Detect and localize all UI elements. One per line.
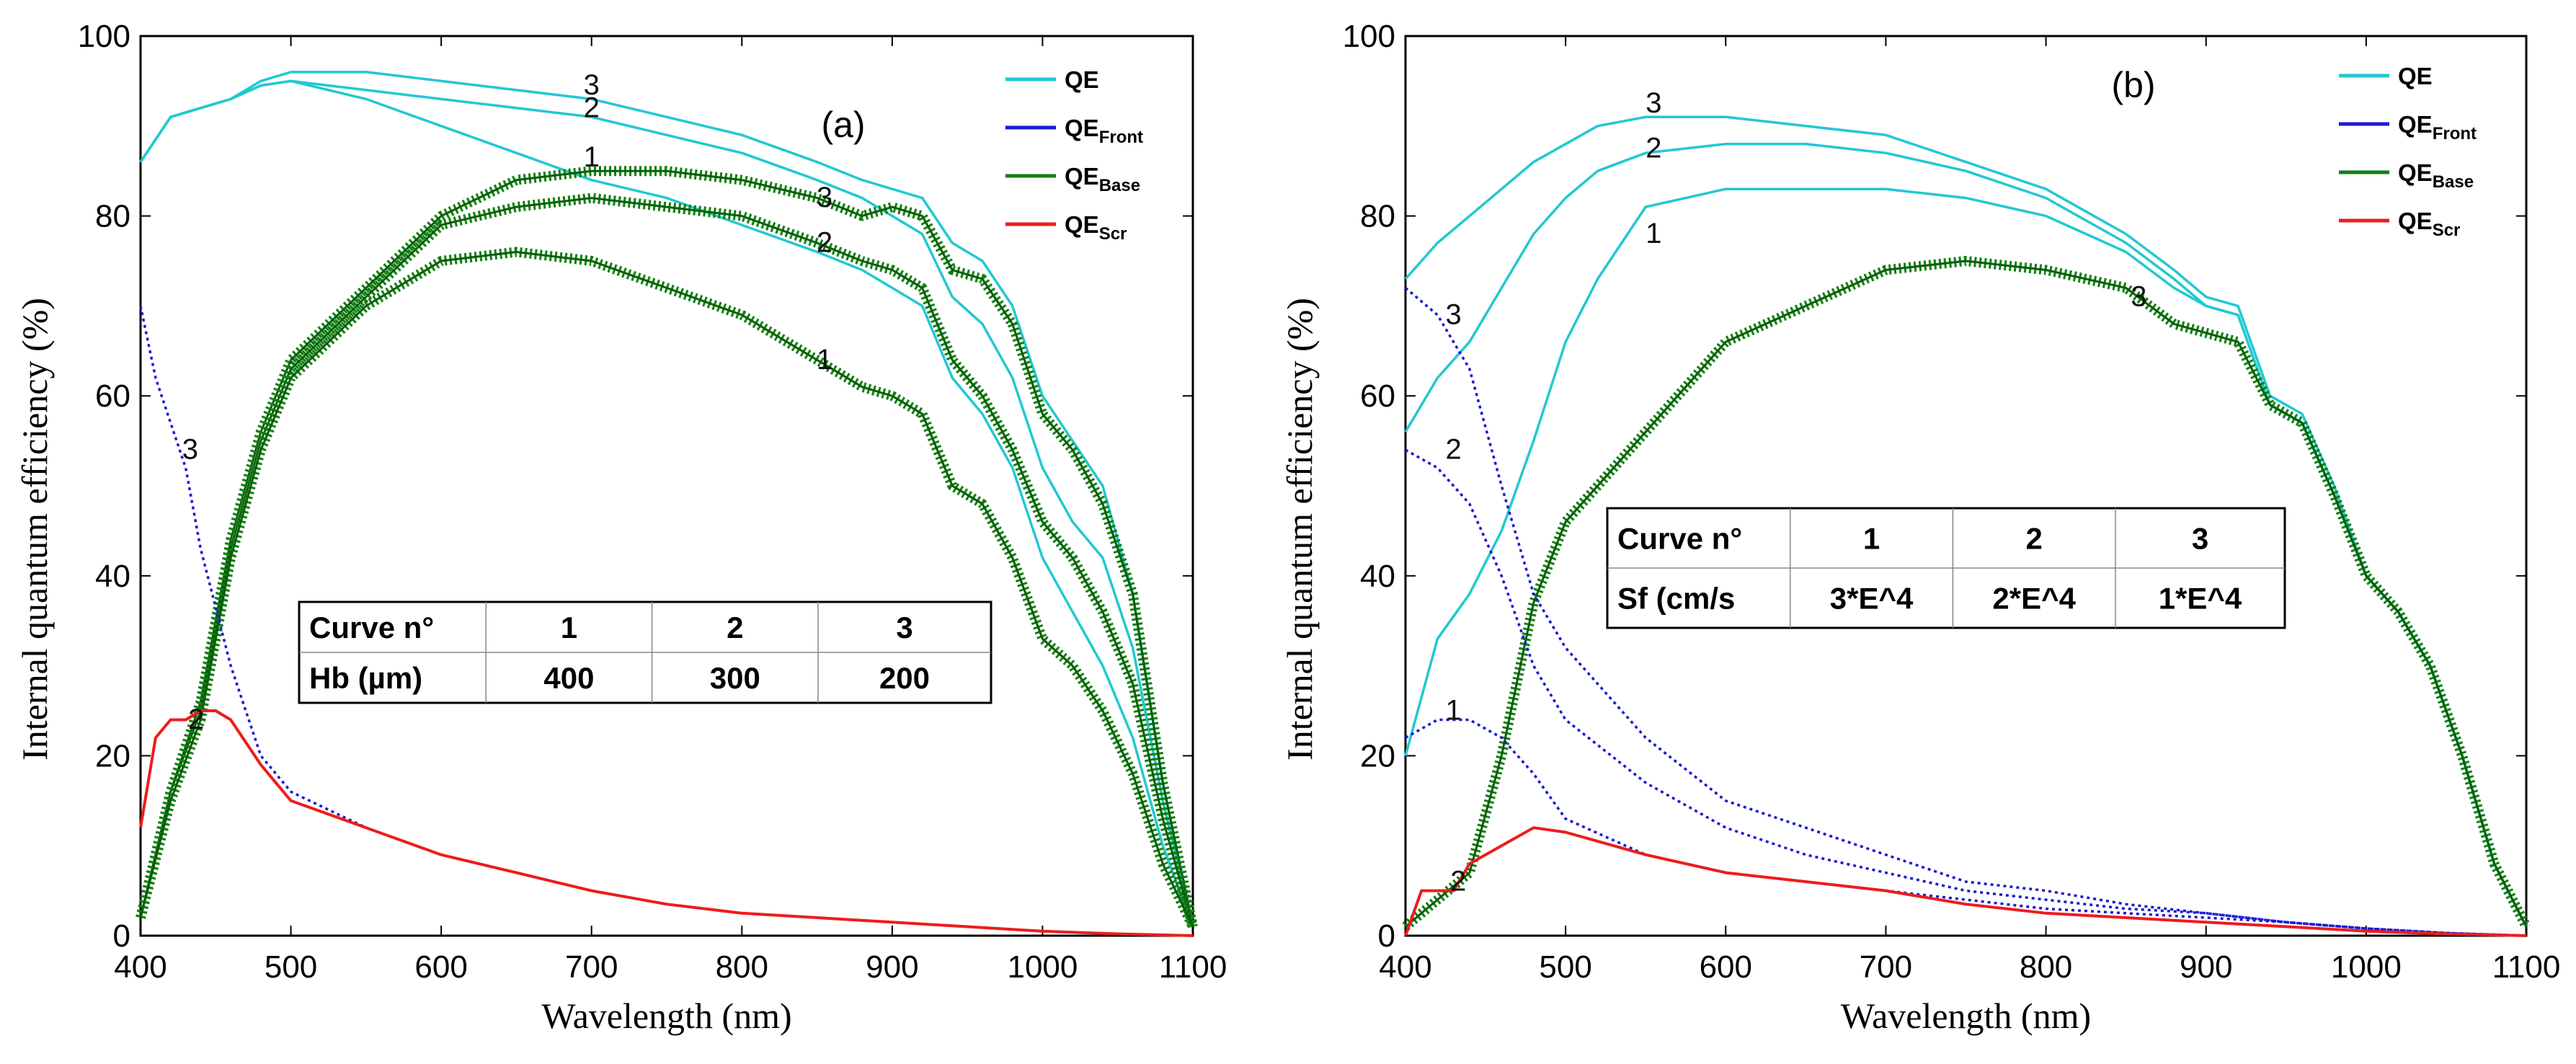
curve-number-label: 1 xyxy=(1446,694,1462,726)
curve-number-label: 2 xyxy=(1645,132,1661,164)
curve-number-label: 1 xyxy=(817,344,832,376)
table-cell: 2 xyxy=(727,611,743,644)
y-tick-label: 60 xyxy=(1360,378,1395,414)
curve-number-label: 1 xyxy=(584,141,600,173)
table-cell: 2 xyxy=(2026,522,2043,556)
x-axis-label: Wavelength (nm) xyxy=(1841,996,2091,1036)
x-tick-label: 400 xyxy=(1379,949,1431,985)
x-tick-label: 500 xyxy=(1539,949,1591,985)
curve-number-label: 3 xyxy=(584,69,600,101)
legend-entry: QEFront xyxy=(1065,115,1143,147)
series-group: 3 2 1 3 3 2 1 2 xyxy=(1402,87,2531,937)
y-tick-label: 40 xyxy=(1360,559,1395,594)
table-cell: 400 xyxy=(543,661,594,695)
curve-number-label: 3 xyxy=(2131,280,2146,312)
series-line xyxy=(139,71,1194,927)
y-tick-label: 0 xyxy=(1378,918,1395,954)
y-tick-label: 40 xyxy=(95,559,130,594)
x-tick-label: 900 xyxy=(2180,949,2232,985)
table-cell: 200 xyxy=(879,661,930,695)
x-tick-label: 800 xyxy=(716,949,768,985)
y-tick-label: 100 xyxy=(1343,19,1395,54)
legend-entry: QEFront xyxy=(2398,111,2477,143)
table-cell: 300 xyxy=(710,661,760,695)
x-tick-label: 600 xyxy=(1700,949,1752,985)
curve-number-label: 3 xyxy=(817,182,832,213)
x-tick-label: 700 xyxy=(1860,949,1912,985)
y-tick-label: 80 xyxy=(1360,199,1395,234)
x-tick-label: 500 xyxy=(265,949,317,985)
x-axis-label: Wavelength (nm) xyxy=(541,996,791,1036)
curve-number-label: 3 xyxy=(1446,298,1462,330)
x-tick-label: 700 xyxy=(565,949,618,985)
y-tick-label: 100 xyxy=(78,19,130,54)
curve-number-label: 2 xyxy=(188,704,204,735)
legend: QE QEFront QEBase QEScr xyxy=(1005,66,1143,244)
parameter-table: Curve n° 1 2 3 Sf (cm/s 3*E^4 2*E^4 1*E^4 xyxy=(1606,507,2286,629)
table-cell: Curve n° xyxy=(1617,522,1742,556)
panel-label: (a) xyxy=(821,105,865,145)
series-line xyxy=(1405,448,2527,937)
y-tick-label: 20 xyxy=(95,738,130,773)
table-cell: 3*E^4 xyxy=(1830,582,1914,616)
chart-panel-a: 400 500 600 700 800 900 1000 1100 0 20 40 60 80 100 Wa… xyxy=(14,19,1227,1036)
table-cell: Curve n° xyxy=(309,611,434,644)
table-cell: 3 xyxy=(2192,522,2208,556)
y-axis-label: Internal quantum efficiency (%) xyxy=(14,298,55,761)
x-tick-label: 1100 xyxy=(2492,949,2561,985)
table-cell: 1 xyxy=(561,611,577,644)
table-cell: Sf (cm/s xyxy=(1617,582,1735,616)
table-cell: Hb (µm) xyxy=(309,661,422,695)
x-tick-label: 900 xyxy=(866,949,918,985)
legend: QE QEFront QEBase QEScr xyxy=(2339,63,2477,240)
legend-entry: QEBase xyxy=(2398,159,2474,192)
curve-number-label: 2 xyxy=(1450,866,1466,897)
table-cell: 1 xyxy=(1863,522,1880,556)
curve-number-label: 1 xyxy=(1645,218,1661,249)
curve-number-label: 2 xyxy=(1446,434,1462,466)
legend-entry: QEBase xyxy=(1065,163,1140,195)
y-tick-label: 60 xyxy=(95,378,130,414)
table-cell: 3 xyxy=(896,611,912,644)
series-line-core xyxy=(139,197,1194,927)
series-line-core xyxy=(1405,260,2528,928)
curve-number-label: 3 xyxy=(182,434,198,466)
x-tick-label: 1100 xyxy=(1159,949,1227,985)
parameter-table: Curve n° 1 2 3 Hb (µm) 400 300 200 xyxy=(298,600,992,704)
y-axis-label: Internal quantum efficiency (%) xyxy=(1279,298,1320,761)
y-tick-label: 0 xyxy=(113,918,130,954)
series-line-core xyxy=(139,250,1194,928)
y-tick-label: 80 xyxy=(95,199,130,234)
legend-entry: QEScr xyxy=(2398,208,2460,240)
table-cell: 1*E^4 xyxy=(2159,582,2242,616)
table-cell: 2*E^4 xyxy=(1992,582,2076,616)
legend-entry: QEScr xyxy=(1065,211,1127,244)
curve-number-label: 3 xyxy=(1645,87,1661,119)
x-tick-label: 1000 xyxy=(1007,949,1078,985)
x-tick-label: 1000 xyxy=(2331,949,2402,985)
plot-area xyxy=(1404,35,2528,937)
series-line xyxy=(1404,826,2527,937)
panel-label: (b) xyxy=(2111,65,2155,105)
series-line xyxy=(139,79,1194,928)
x-tick-label: 800 xyxy=(2020,949,2072,985)
y-tick-label: 20 xyxy=(1360,738,1395,773)
legend-entry: QE xyxy=(1065,66,1099,93)
x-tick-label: 600 xyxy=(414,949,467,985)
curve-number-label: 2 xyxy=(584,92,600,123)
legend-entry: QE xyxy=(2398,63,2433,89)
x-tick-label: 400 xyxy=(114,949,166,985)
curve-number-label: 2 xyxy=(817,227,832,259)
series-line xyxy=(139,709,1194,937)
chart-panel-b: 400 500 600 700 800 900 1000 1100 0 20 40 60 80 100 Wa… xyxy=(1279,19,2560,1036)
